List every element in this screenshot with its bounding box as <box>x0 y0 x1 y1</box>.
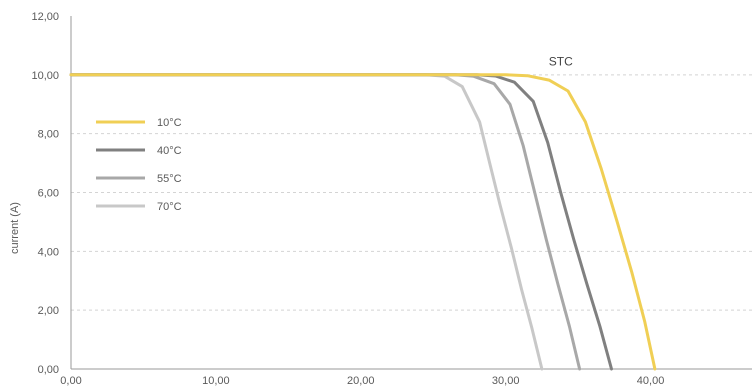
y-tick-label: 2,00 <box>38 305 59 317</box>
stc-annotation: STC <box>549 54 573 68</box>
y-tick-label: 12,00 <box>31 11 59 23</box>
legend-label: 10°C <box>157 117 182 129</box>
x-tick-label: 40,00 <box>637 375 665 387</box>
y-tick-label: 4,00 <box>38 246 59 258</box>
x-tick-labels: 0,00 10,00 20,00 30,00 40,00 <box>60 375 664 387</box>
y-tick-label: 0,00 <box>38 364 59 376</box>
legend-label: 55°C <box>157 173 182 185</box>
series-line-70°C <box>69 73 544 371</box>
series-lines <box>69 73 657 371</box>
legend-label: 40°C <box>157 145 182 157</box>
y-tick-label: 6,00 <box>38 188 59 200</box>
x-tick-label: 30,00 <box>492 375 520 387</box>
y-tick-labels: 0,00 2,00 4,00 6,00 8,00 10,00 12,00 <box>31 11 59 376</box>
x-tick-label: 10,00 <box>202 375 230 387</box>
y-tick-label: 10,00 <box>31 70 59 82</box>
x-tick-label: 0,00 <box>60 375 81 387</box>
x-tick-label: 20,00 <box>347 375 375 387</box>
legend-label: 70°C <box>157 201 182 213</box>
legend: 10°C 40°C 55°C 70°C <box>96 117 182 213</box>
grid-layer <box>71 74 752 311</box>
y-axis-label: current (A) <box>9 202 21 254</box>
y-tick-label: 8,00 <box>38 129 59 141</box>
series-line-10°C <box>69 73 657 371</box>
